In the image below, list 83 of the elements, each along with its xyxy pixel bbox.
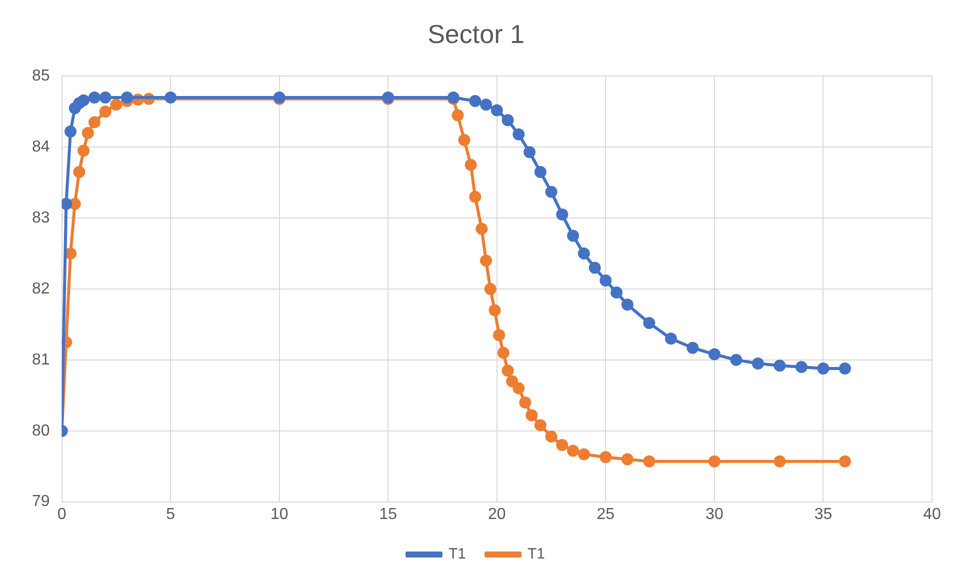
point <box>62 198 72 210</box>
x-tick-label: 15 <box>379 506 398 523</box>
point <box>795 361 808 374</box>
point <box>110 98 122 111</box>
point <box>88 116 100 128</box>
x-tick-label: 5 <box>166 506 176 523</box>
chart-title: Sector 1 <box>428 18 524 49</box>
point <box>686 342 699 354</box>
point <box>484 283 496 295</box>
y-tick-label: 82 <box>32 280 50 298</box>
point <box>545 430 558 443</box>
point <box>578 248 590 260</box>
point <box>545 186 558 198</box>
point <box>578 448 590 460</box>
point <box>78 94 90 106</box>
point <box>512 128 525 140</box>
point <box>480 98 492 111</box>
point <box>730 354 742 366</box>
point <box>534 166 546 178</box>
point <box>621 298 634 311</box>
point <box>476 222 488 235</box>
point <box>610 286 623 299</box>
point <box>838 455 851 468</box>
point <box>121 91 134 104</box>
point <box>458 134 470 146</box>
point <box>621 453 634 466</box>
point <box>838 362 851 374</box>
point <box>164 91 177 104</box>
point <box>643 317 656 330</box>
point <box>506 375 518 388</box>
point <box>99 106 112 118</box>
x-tick-label: 10 <box>270 506 288 523</box>
legend-label: T1 <box>528 546 546 563</box>
x-tick-label: 30 <box>706 506 724 523</box>
point <box>469 190 482 203</box>
point <box>469 95 482 108</box>
y-tick-label: 81 <box>32 351 50 368</box>
y-tick-label: 79 <box>32 493 50 510</box>
x-tick-label: 40 <box>923 506 941 523</box>
point <box>556 208 568 221</box>
point <box>99 91 112 104</box>
x-tick-label: 20 <box>488 506 506 523</box>
point <box>664 332 677 345</box>
point <box>480 254 492 267</box>
x-tick-label: 0 <box>57 506 66 523</box>
point <box>526 409 538 422</box>
point <box>774 360 786 372</box>
point <box>490 104 503 116</box>
x-tick-label: 35 <box>814 506 832 523</box>
point <box>78 144 90 157</box>
point <box>488 304 501 316</box>
point <box>643 455 656 468</box>
point <box>567 230 580 242</box>
point <box>600 274 612 286</box>
point <box>708 348 720 360</box>
point <box>774 455 786 468</box>
point <box>600 451 612 464</box>
point <box>752 357 764 370</box>
legend-label: T1 <box>448 546 466 563</box>
point <box>817 362 830 374</box>
point <box>502 364 514 377</box>
point <box>452 109 464 122</box>
point <box>519 396 532 408</box>
point <box>88 91 100 104</box>
point <box>512 382 525 394</box>
point <box>556 439 568 452</box>
point <box>64 126 76 138</box>
y-tick-label: 85 <box>32 68 50 85</box>
x-tick-label: 25 <box>596 506 615 523</box>
point <box>497 346 510 359</box>
point <box>524 146 536 158</box>
y-tick-label: 80 <box>32 422 50 440</box>
point <box>73 166 86 178</box>
point <box>708 455 720 468</box>
point <box>588 262 601 274</box>
point <box>82 126 94 139</box>
point <box>502 114 514 126</box>
point <box>567 444 580 457</box>
y-tick-label: 84 <box>32 138 50 156</box>
point <box>464 158 477 171</box>
y-tick-label: 83 <box>32 209 50 226</box>
point <box>534 419 546 432</box>
point <box>493 329 506 342</box>
